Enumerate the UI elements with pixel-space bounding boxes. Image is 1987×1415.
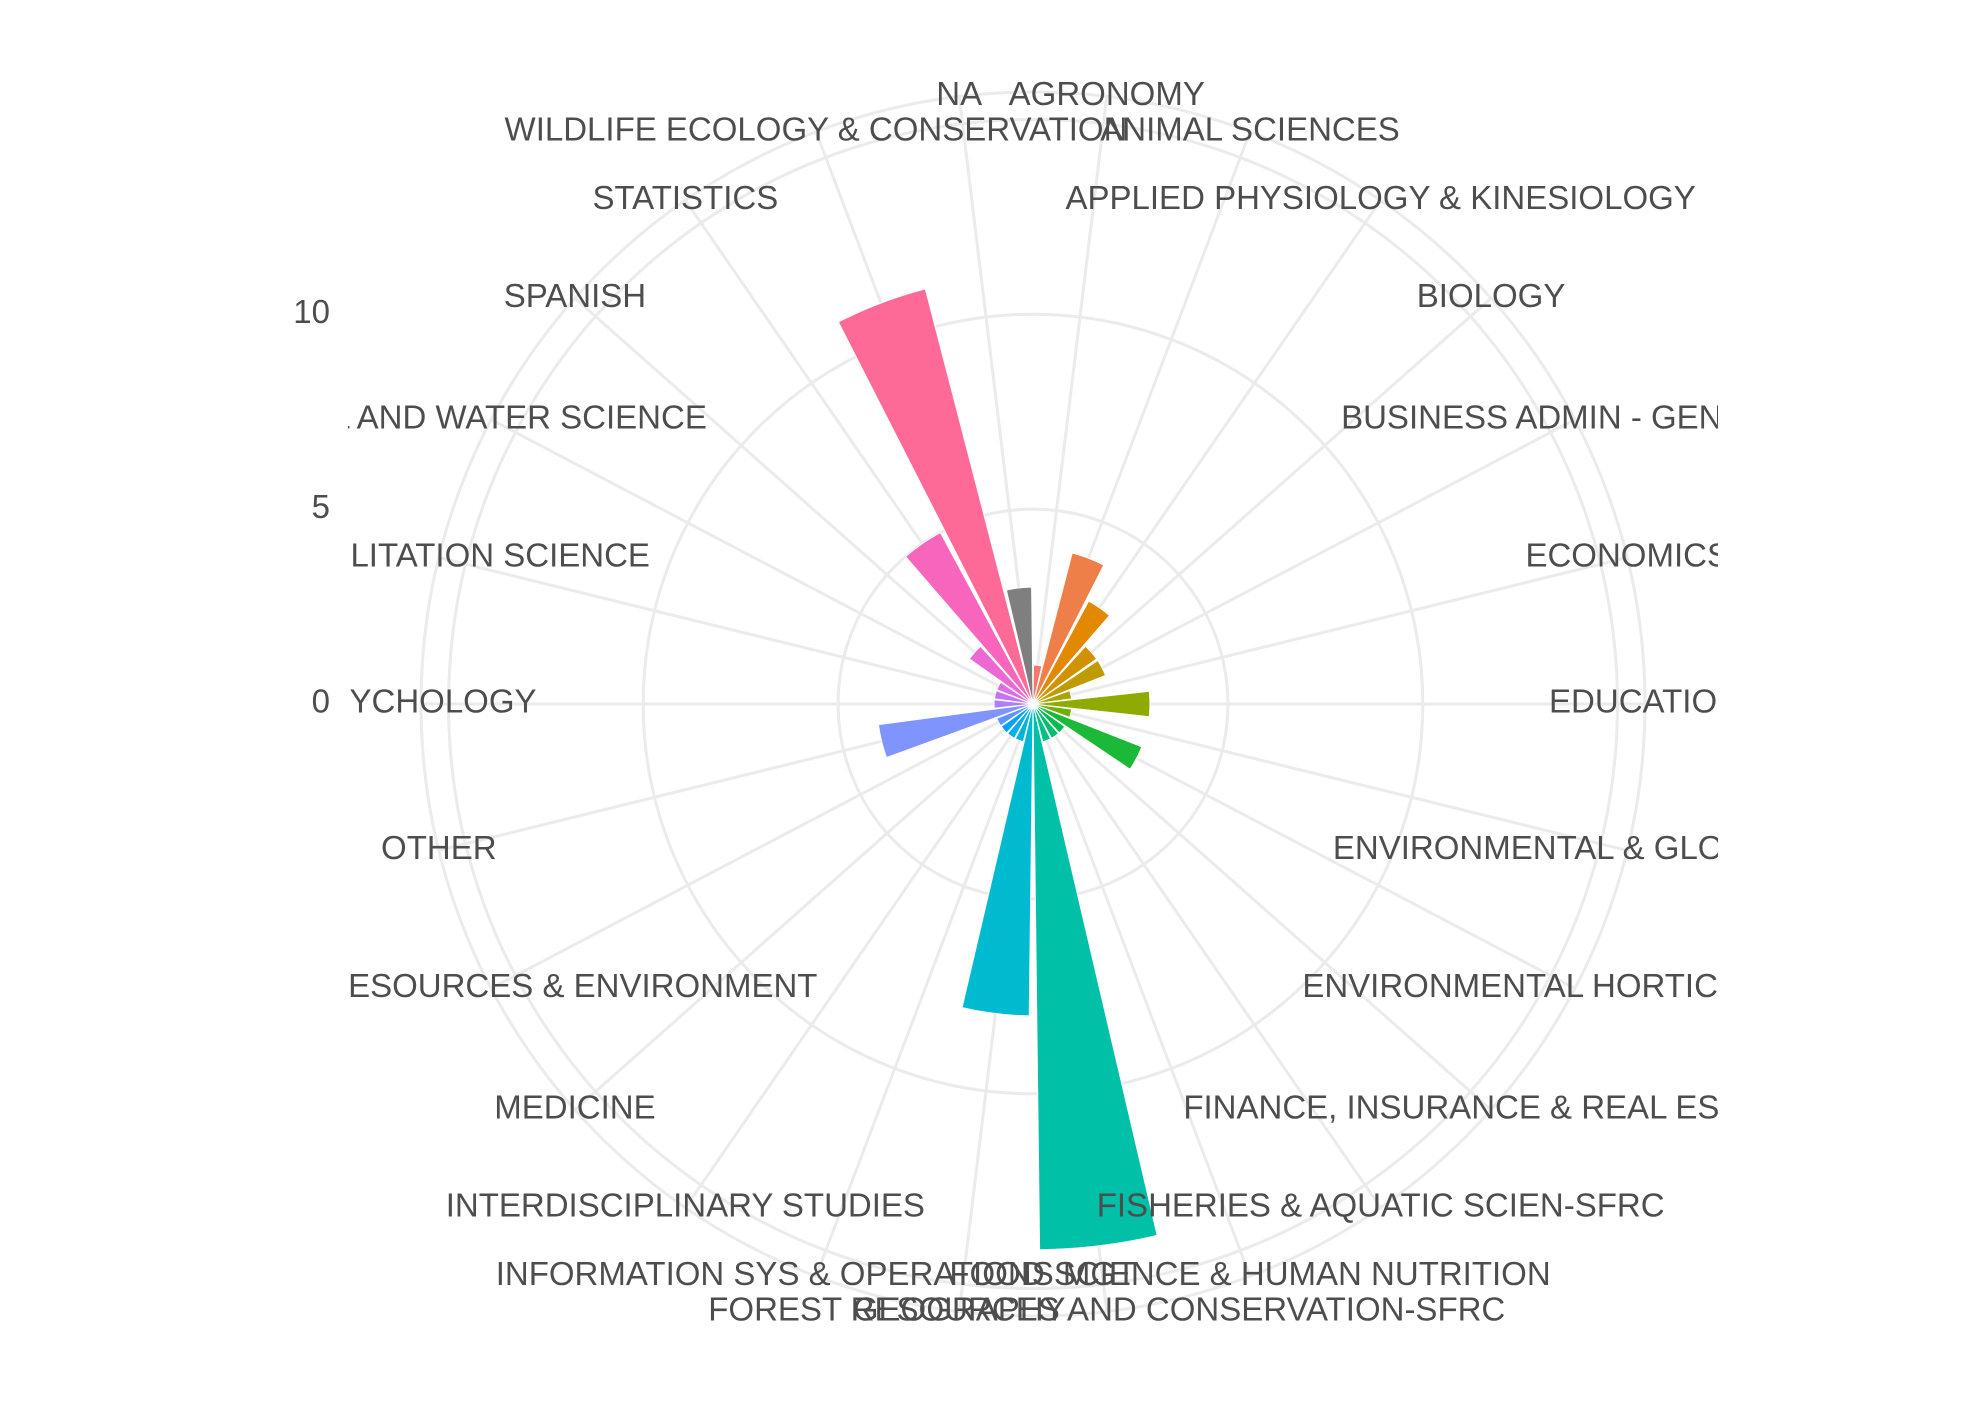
bar: [1032, 659, 1107, 705]
category-label: FISHERIES & AQUATIC SCIEN-SFRC: [1097, 1186, 1665, 1223]
bar: [1032, 689, 1073, 705]
bar: [993, 699, 1034, 709]
category-label: NATURAL RESOURCES & ENVIRONMENT: [165, 967, 818, 1004]
bar: [996, 703, 1034, 727]
category-label: STATISTICS: [592, 179, 778, 216]
category-label: INTERDISCIPLINARY STUDIES: [446, 1186, 925, 1223]
category-label: REHABILITATION SCIENCE: [228, 536, 650, 573]
category-label: SPANISH: [504, 277, 646, 314]
category-label: FOOD SCIENCE & HUMAN NUTRITION: [949, 1255, 1550, 1292]
category-label: ANIMAL SCIENCES: [1100, 110, 1400, 147]
category-label: FINANCE, INSURANCE & REAL ESTATE: [1183, 1089, 1799, 1126]
bar: [1032, 552, 1105, 705]
bar: [837, 288, 1034, 705]
bar: [1006, 703, 1034, 739]
spoke: [1032, 556, 1628, 706]
category-label: ECONOMICS: [1525, 536, 1729, 573]
radial-axis: 0 5 10: [293, 293, 330, 720]
category-label: EDUCATION: [1549, 683, 1741, 720]
spoke: [684, 703, 1035, 1209]
spoke: [1031, 703, 1252, 1277]
bar: [996, 681, 1034, 705]
bar: [1014, 703, 1034, 743]
category-label: APPLIED PHYSIOLOGY & KINESIOLOGY: [1066, 179, 1696, 216]
spoke: [573, 297, 1034, 706]
bar: [1000, 703, 1034, 734]
bar: [1032, 703, 1052, 743]
bar: [968, 645, 1034, 705]
bar: [961, 703, 1034, 1017]
y-tick-label: 10: [293, 293, 330, 330]
spoke: [1032, 418, 1576, 706]
bar: [1032, 703, 1158, 1251]
category-label: INFORMATION SYS & OPERATIONS MGT: [496, 1255, 1137, 1292]
category-label: WILDLIFE ECOLOGY & CONSERVATION: [505, 110, 1128, 147]
bar: [1032, 690, 1151, 718]
spoke: [573, 702, 1034, 1111]
category-label: PSYCHOLOGY: [305, 683, 536, 720]
bar: [1032, 703, 1143, 770]
bar: [1032, 645, 1098, 705]
spoke: [1031, 96, 1109, 705]
bar: [1005, 586, 1034, 705]
category-label: ENVIRONMENTAL HORTICULTURE: [1302, 967, 1847, 1004]
spoke: [1032, 702, 1628, 852]
spoke: [1032, 297, 1493, 706]
spoke: [490, 418, 1034, 706]
bar: [1032, 600, 1111, 705]
spoke: [1031, 703, 1382, 1209]
spoke: [1032, 702, 1493, 1111]
y-tick-label: 5: [312, 488, 330, 525]
bar: [1032, 703, 1066, 734]
bar: [904, 531, 1034, 705]
bar: [1032, 703, 1060, 739]
category-label: MEDICINE: [494, 1089, 655, 1126]
spoke: [438, 556, 1034, 706]
category-label: OTHER: [381, 829, 497, 866]
spoke: [490, 702, 1034, 990]
bar: [877, 703, 1034, 759]
y-tick-label: 0: [312, 683, 330, 720]
category-label: ENVIRONMENTAL & GLOBAL HEALTH: [1333, 829, 1922, 866]
category-label: BIOLOGY: [1417, 277, 1566, 314]
category-label: BUSINESS ADMIN - GENERAL: [1341, 398, 1809, 435]
category-label: SOIL AND WATER SCIENCE: [275, 398, 707, 435]
category-label: GEOGRAPHY: [853, 1290, 1066, 1327]
category-label: NA: [936, 75, 982, 112]
category-label: AGRONOMY: [1009, 75, 1205, 112]
spoke: [814, 703, 1035, 1277]
bars: [837, 288, 1158, 1251]
category-label: FOREST RESOURCES AND CONSERVATION-SFRC: [708, 1290, 1505, 1327]
